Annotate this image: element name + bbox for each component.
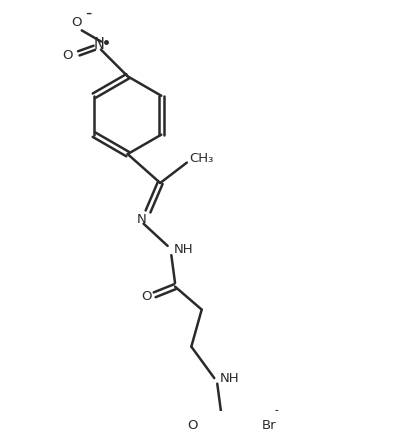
- Text: N: N: [137, 213, 147, 226]
- Text: NH: NH: [220, 372, 240, 384]
- Text: O: O: [63, 49, 73, 62]
- Text: Br: Br: [262, 419, 276, 432]
- Text: O: O: [141, 290, 151, 303]
- Text: O: O: [187, 419, 197, 432]
- Text: O: O: [71, 16, 82, 29]
- Text: NH: NH: [173, 243, 193, 256]
- Text: CH₃: CH₃: [189, 152, 213, 165]
- Text: N: N: [94, 37, 105, 52]
- Text: -: -: [85, 3, 91, 22]
